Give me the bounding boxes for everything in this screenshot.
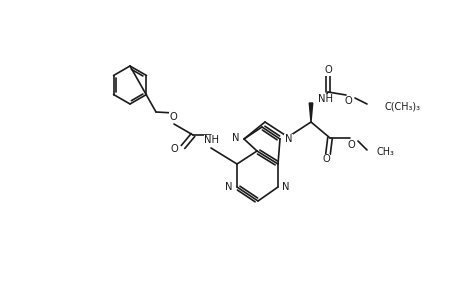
Text: N: N [285,134,292,144]
Polygon shape [308,103,312,122]
Text: N: N [281,182,289,192]
Text: O: O [347,140,354,150]
Text: NH: NH [317,94,332,104]
Text: NH: NH [204,135,219,145]
Text: O: O [321,154,329,164]
Text: N: N [225,182,233,192]
Text: CH₃: CH₃ [376,147,394,157]
Text: O: O [170,144,178,154]
Text: C(CH₃)₃: C(CH₃)₃ [384,101,420,111]
Text: O: O [343,96,351,106]
Text: O: O [324,65,331,75]
Text: O: O [169,112,177,122]
Text: N: N [232,133,240,143]
